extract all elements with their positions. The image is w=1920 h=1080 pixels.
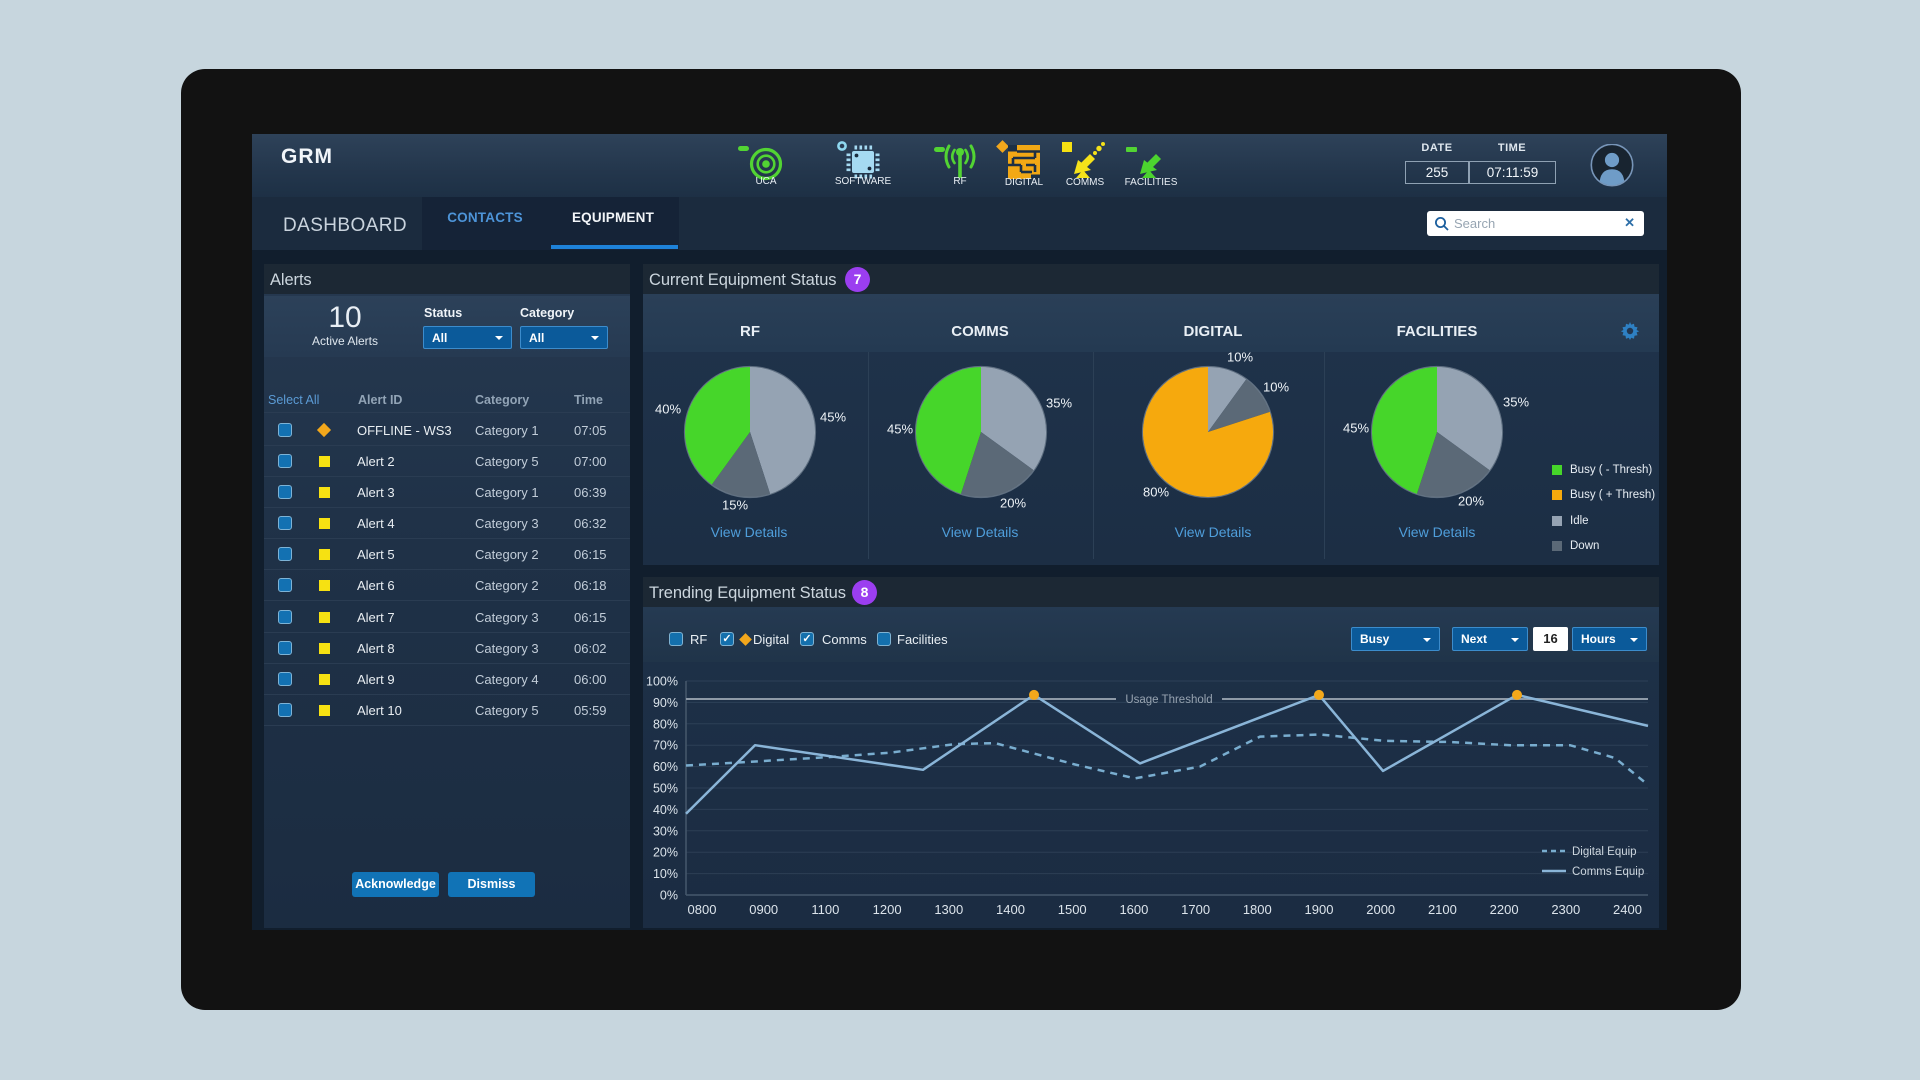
svg-text:0900: 0900	[749, 902, 778, 917]
svg-text:1600: 1600	[1119, 902, 1148, 917]
svg-text:2000: 2000	[1366, 902, 1395, 917]
svg-text:10%: 10%	[653, 867, 678, 881]
svg-text:Comms Equip: Comms Equip	[1572, 866, 1644, 878]
svg-text:70%: 70%	[653, 739, 678, 753]
svg-text:0%: 0%	[660, 889, 678, 903]
svg-text:40%: 40%	[653, 803, 678, 817]
svg-text:80%: 80%	[653, 717, 678, 731]
svg-text:1100: 1100	[811, 902, 839, 917]
svg-text:2100: 2100	[1428, 902, 1457, 917]
svg-text:1700: 1700	[1181, 902, 1210, 917]
svg-text:100%: 100%	[646, 675, 678, 689]
svg-text:2200: 2200	[1490, 902, 1519, 917]
svg-text:1300: 1300	[934, 902, 963, 917]
svg-text:2400: 2400	[1613, 902, 1642, 917]
svg-text:2300: 2300	[1551, 902, 1580, 917]
svg-text:Usage Threshold: Usage Threshold	[1125, 694, 1212, 706]
svg-text:1800: 1800	[1243, 902, 1272, 917]
svg-text:1400: 1400	[996, 902, 1025, 917]
svg-text:0800: 0800	[688, 902, 717, 917]
svg-text:30%: 30%	[653, 824, 678, 838]
svg-text:50%: 50%	[653, 782, 678, 796]
svg-text:90%: 90%	[653, 696, 678, 710]
svg-text:20%: 20%	[653, 846, 678, 860]
svg-text:1500: 1500	[1058, 902, 1087, 917]
svg-text:1200: 1200	[873, 902, 902, 917]
svg-text:60%: 60%	[653, 760, 678, 774]
svg-text:1900: 1900	[1305, 902, 1334, 917]
svg-text:Digital Equip: Digital Equip	[1572, 846, 1637, 858]
